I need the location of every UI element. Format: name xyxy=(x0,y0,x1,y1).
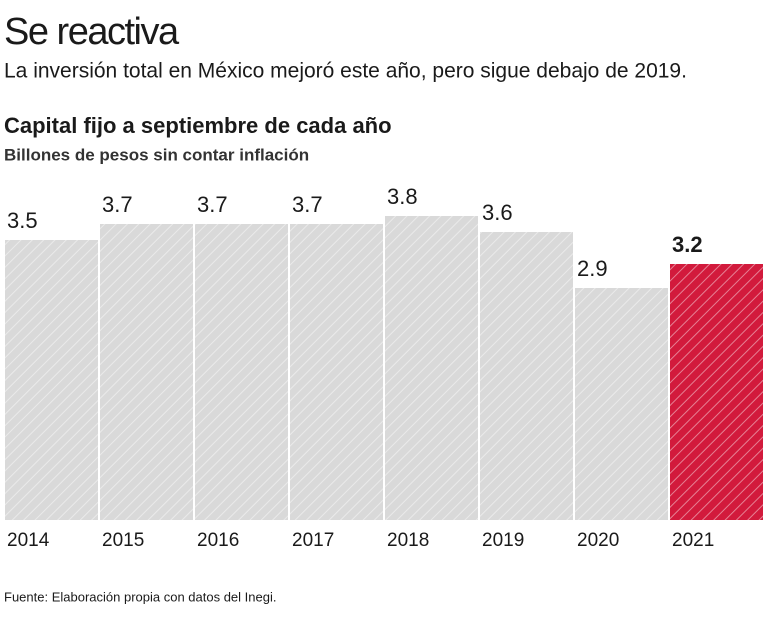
bar-hatch xyxy=(5,240,98,520)
bar-hatch xyxy=(575,288,668,520)
value-label: 2.9 xyxy=(577,256,608,281)
bar-hatch xyxy=(100,224,193,520)
value-label: 3.8 xyxy=(387,184,418,209)
x-tick-label: 2018 xyxy=(387,530,429,551)
x-tick-label: 2019 xyxy=(482,530,524,551)
bar-hatch xyxy=(480,232,573,520)
y-axis-label: Billones de pesos sin contar inflación xyxy=(4,145,309,164)
value-label: 3.7 xyxy=(292,192,323,217)
bar-hatch xyxy=(290,224,383,520)
x-tick-label: 2021 xyxy=(672,530,714,551)
bar-hatch xyxy=(670,264,763,520)
value-label: 3.7 xyxy=(102,192,133,217)
value-label: 3.5 xyxy=(7,208,38,233)
x-tick-label: 2017 xyxy=(292,530,334,551)
value-label: 3.2 xyxy=(672,232,703,257)
title: Se reactiva xyxy=(4,11,180,53)
value-label: 3.7 xyxy=(197,192,228,217)
x-tick-label: 2014 xyxy=(7,530,50,551)
bar-hatch xyxy=(195,224,288,520)
chart-title: Capital fijo a septiembre de cada año xyxy=(4,113,392,138)
bar-hatch xyxy=(385,216,478,520)
x-tick-label: 2020 xyxy=(577,530,619,551)
source: Fuente: Elaboración propia con datos del… xyxy=(4,589,276,604)
value-label: 3.6 xyxy=(482,200,513,225)
x-tick-label: 2016 xyxy=(197,530,239,551)
subtitle: La inversión total en México mejoró este… xyxy=(4,60,687,83)
x-tick-label: 2015 xyxy=(102,530,144,551)
